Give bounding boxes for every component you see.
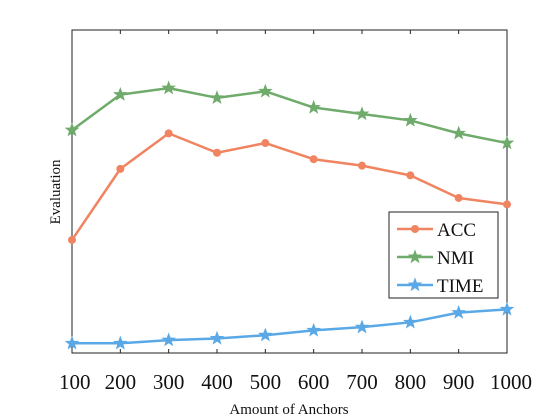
data-point-nmi — [354, 106, 370, 121]
legend-label: NMI — [437, 248, 474, 269]
data-point-nmi — [161, 80, 176, 95]
x-tick-label: 800 — [395, 370, 427, 394]
x-tick-label: 400 — [201, 370, 233, 394]
series-line-acc — [70, 132, 509, 242]
data-point-acc — [406, 171, 415, 180]
legend-item-nmi: NMI — [397, 248, 474, 269]
data-point-acc — [164, 129, 173, 138]
data-point-time — [306, 322, 321, 337]
x-tick-label: 1000 — [490, 370, 532, 394]
legend-box — [388, 211, 499, 299]
x-axis-title: Amount of Anchors — [229, 402, 348, 418]
data-point-acc — [261, 139, 270, 148]
data-point-acc — [68, 235, 76, 244]
data-point-time — [499, 301, 515, 316]
data-point-nmi — [209, 90, 225, 105]
legend-marker — [411, 225, 419, 233]
data-point-nmi — [451, 125, 466, 140]
x-tick-label: 900 — [443, 370, 475, 394]
series-line-nmi — [70, 86, 509, 145]
legend-label: TIME — [437, 276, 483, 297]
data-point-time — [209, 330, 225, 345]
series-nmi — [64, 80, 515, 150]
data-point-acc — [213, 148, 221, 157]
data-point-time — [354, 319, 370, 334]
data-point-time — [403, 314, 418, 329]
data-point-nmi — [306, 99, 321, 114]
data-point-acc — [116, 164, 125, 173]
legend-marker — [407, 277, 423, 292]
legend-marker — [407, 249, 423, 264]
data-point-nmi — [64, 122, 80, 137]
legend-items: ACC NMI TIME — [397, 220, 483, 297]
data-point-time — [113, 335, 128, 350]
series-time — [64, 301, 515, 350]
data-point-nmi — [113, 86, 128, 101]
data-point-time — [451, 304, 466, 319]
data-point-time — [258, 327, 273, 342]
legend-label: ACC — [437, 220, 476, 241]
plot-frame — [71, 29, 508, 354]
x-axis-ticks: 100 200 300 400 500 600 700 800 900 1000 — [59, 30, 532, 394]
series-layer — [64, 80, 515, 350]
x-tick-label: 300 — [153, 370, 185, 394]
series-line-time — [70, 308, 509, 345]
legend-item-acc: ACC — [397, 220, 476, 241]
data-point-nmi — [499, 135, 515, 150]
data-point-acc — [358, 161, 366, 170]
y-axis-title: Evaluation — [48, 159, 64, 224]
data-point-acc — [454, 193, 463, 202]
series-acc — [68, 129, 511, 244]
data-point-time — [161, 332, 176, 347]
x-tick-label: 600 — [298, 370, 330, 394]
legend: ACC NMI TIME — [388, 211, 499, 299]
data-point-acc — [503, 200, 511, 209]
data-point-acc — [309, 155, 318, 164]
x-tick-label: 700 — [346, 370, 378, 394]
x-tick-label: 100 — [59, 370, 91, 394]
data-point-nmi — [258, 83, 273, 98]
data-point-nmi — [403, 112, 418, 127]
data-point-time — [64, 335, 80, 350]
x-tick-label: 500 — [250, 370, 282, 394]
x-tick-label: 200 — [105, 370, 137, 394]
legend-item-time: TIME — [397, 276, 483, 297]
